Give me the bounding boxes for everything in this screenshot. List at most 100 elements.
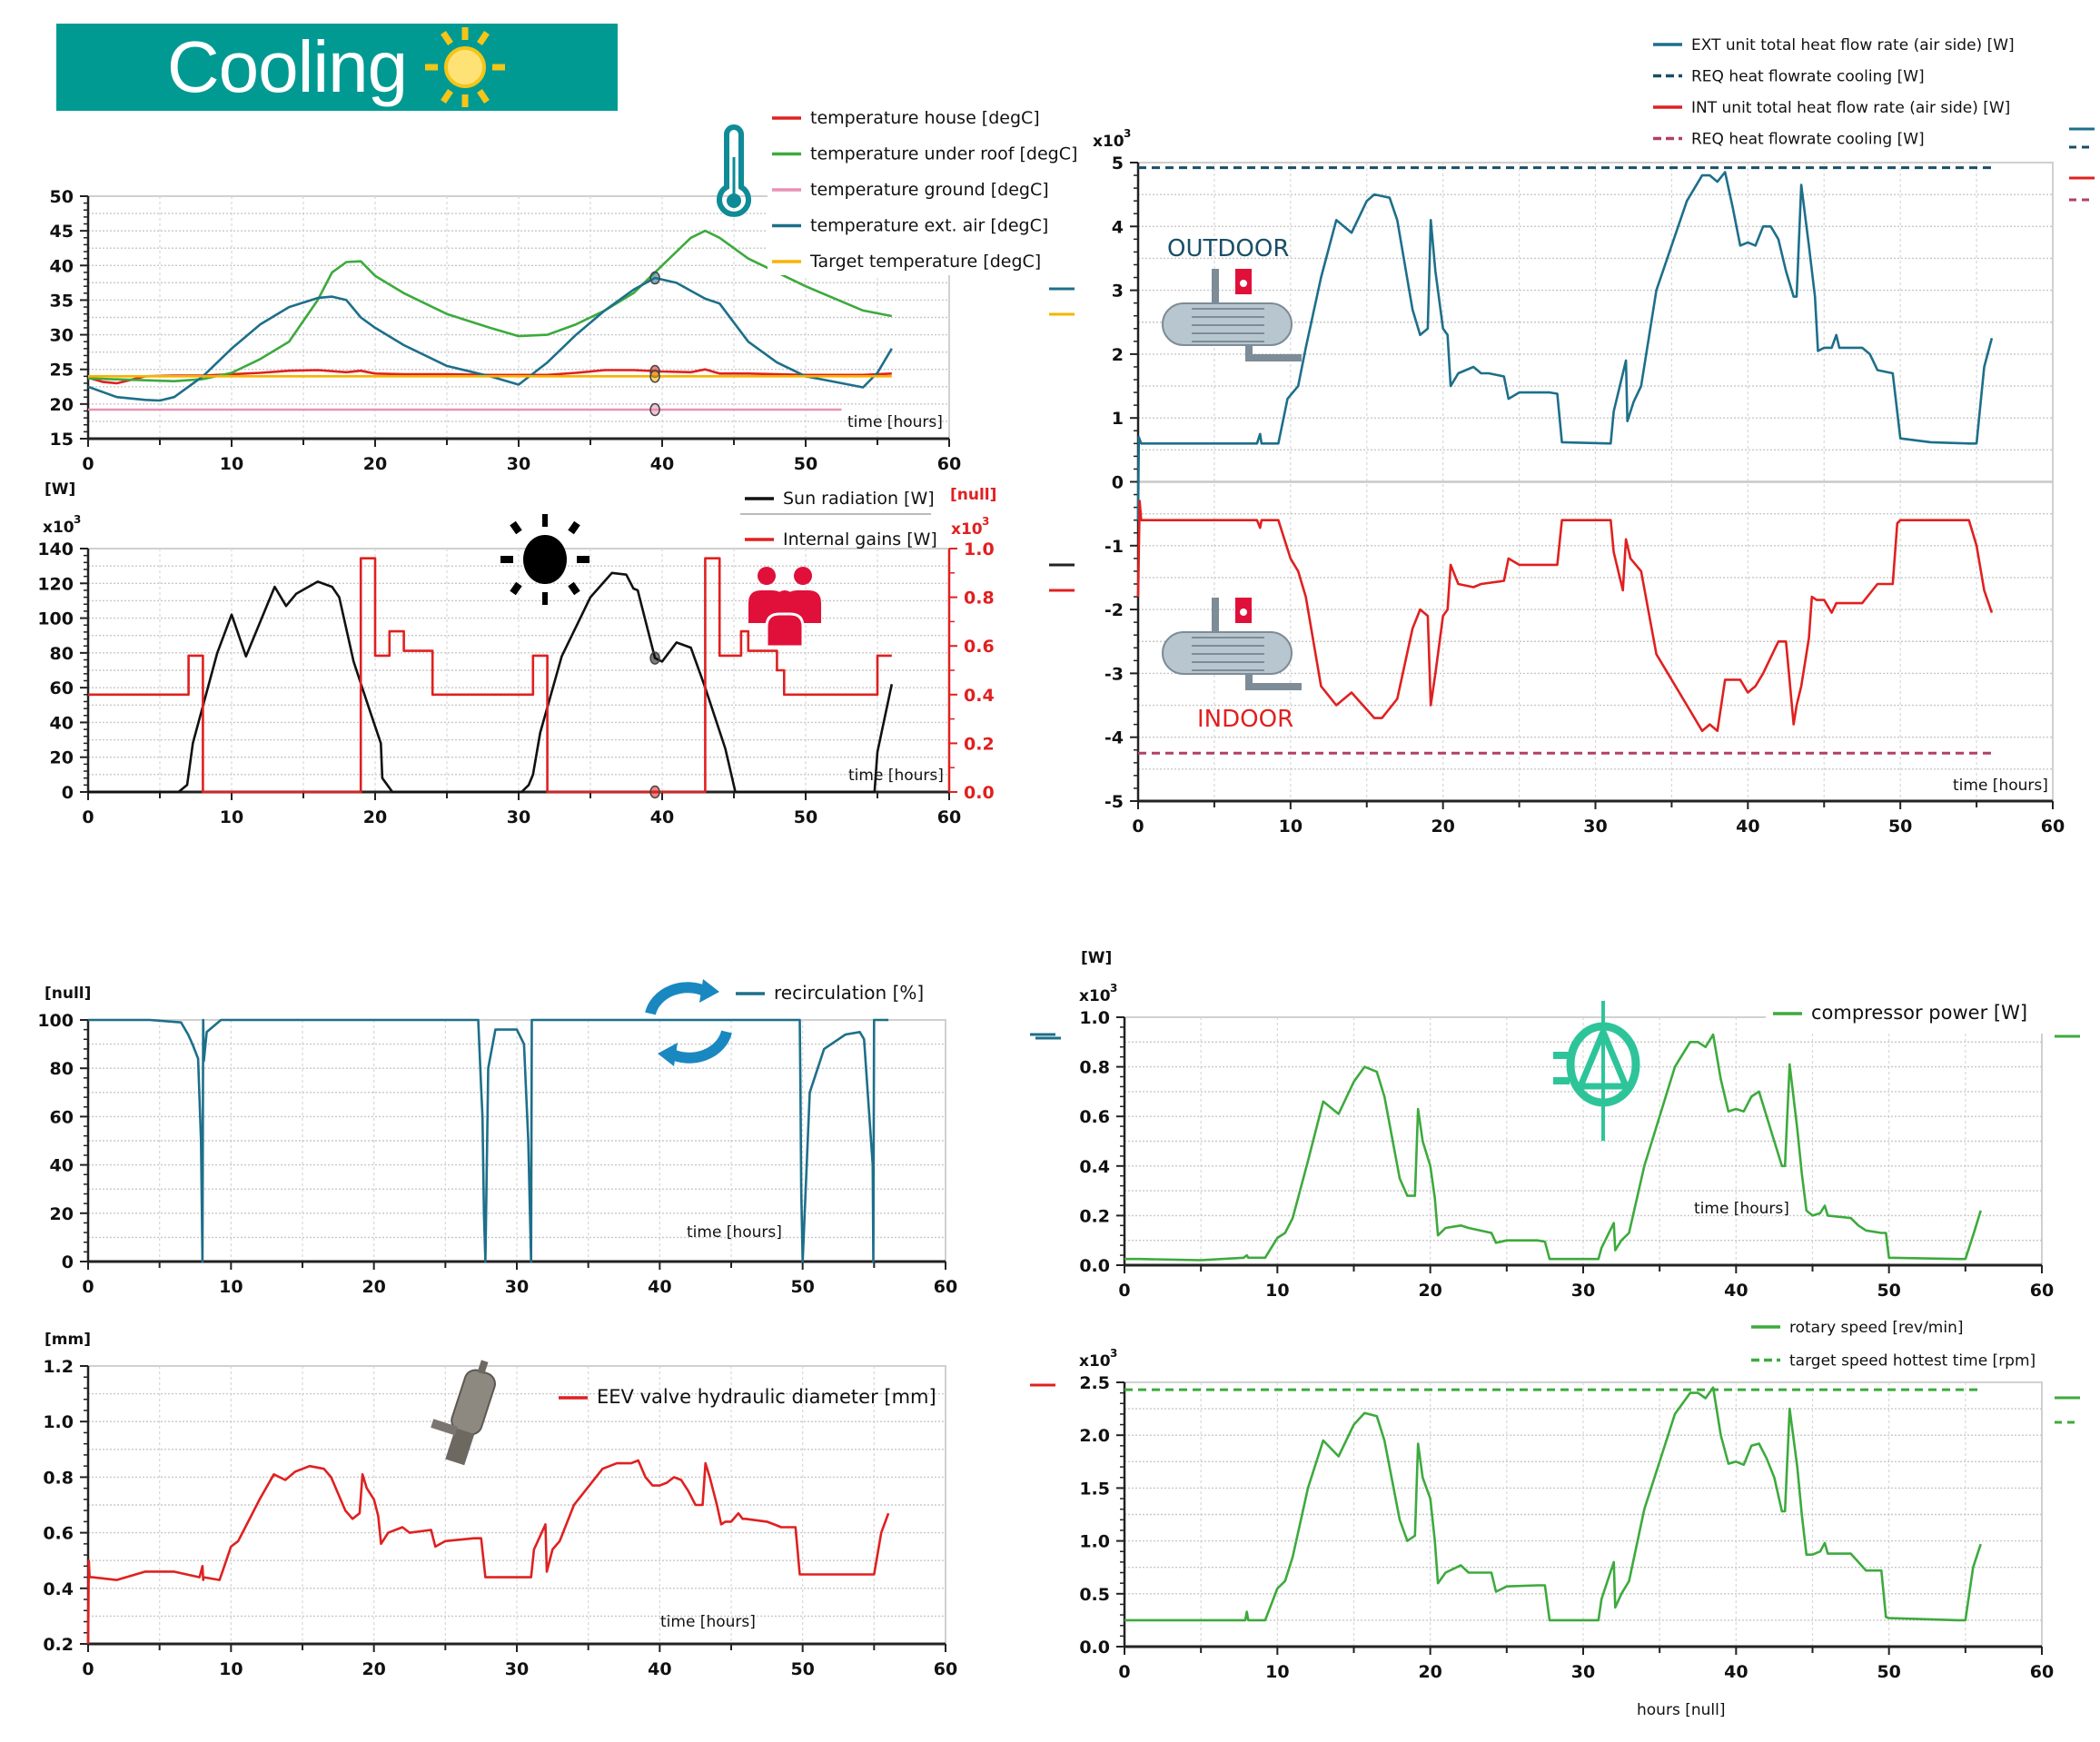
chart-temperatures: 0 10 20 30 40 50 60 15 20 25 30 35 40 45 50 temperature…: [50, 98, 1077, 474]
y-tick-label: 4: [1112, 217, 1124, 237]
y-tick-label: 3: [1112, 282, 1124, 302]
legend-item[interactable]: INT unit total heat flow rate (air side)…: [1653, 99, 2010, 117]
x-tick-label: 10: [1265, 1662, 1289, 1682]
x-tick-label: 10: [220, 807, 243, 827]
y-multiplier-exp: 3: [1110, 1347, 1117, 1360]
legend-item[interactable]: Sun radiation [W]: [745, 489, 935, 509]
y-tick-label: 100: [37, 609, 74, 629]
legend-label: Target temperature [degC]: [809, 252, 1041, 272]
y-tick-label: 0.4: [1079, 1157, 1110, 1177]
x-tick-label: 40: [1724, 1281, 1748, 1301]
x-tick-label: 30: [1571, 1662, 1595, 1682]
x-tick-label: 20: [363, 454, 387, 474]
legend-item[interactable]: temperature ground [degC]: [772, 180, 1049, 200]
y-multiplier: x10: [1079, 1352, 1111, 1371]
y-tick-label: 40: [50, 256, 74, 276]
x-tick-label: 20: [1418, 1662, 1441, 1682]
x-tick-label: 30: [1583, 817, 1607, 836]
y-tick-label: 50: [50, 187, 74, 207]
indoor-label: INDOOR: [1197, 706, 1293, 733]
series-line-0: [86, 1459, 890, 1645]
thermometer-icon: [717, 124, 751, 217]
x-axis-label: time [hours]: [848, 767, 944, 785]
legend-item[interactable]: REQ heat flowrate cooling [W]: [1653, 68, 1925, 86]
x-axis-label: time [hours]: [1953, 777, 2048, 795]
cooling-banner: Cooling: [56, 24, 618, 111]
legend-item[interactable]: target speed hottest time [rpm]: [1751, 1352, 2036, 1371]
legend-label: EEV valve hydraulic diameter [mm]: [597, 1386, 936, 1408]
outdoor-label: OUTDOOR: [1167, 235, 1289, 262]
legend-item[interactable]: temperature under roof [degC]: [772, 144, 1077, 164]
x-tick-label: 40: [648, 1659, 671, 1679]
x-tick-label: 0: [1118, 1281, 1130, 1301]
x-tick-label: 60: [934, 1659, 957, 1679]
x-tick-label: 0: [1118, 1662, 1130, 1682]
legend-label: EXT unit total heat flow rate (air side)…: [1691, 36, 2015, 54]
data-marker[interactable]: [649, 651, 660, 665]
y-tick-label: 0.0: [1079, 1638, 1110, 1658]
legend-item[interactable]: Internal gains [W]: [745, 530, 937, 549]
y-tick-label: 120: [37, 574, 74, 594]
y-tick-label: 1.0: [1079, 1532, 1110, 1552]
y-tick-label: 60: [50, 1107, 74, 1127]
legend-bg: [768, 98, 1076, 275]
legend-bg: [1766, 997, 2044, 1034]
x-tick-label: 60: [2030, 1662, 2054, 1682]
x-tick-label: 50: [1877, 1662, 1900, 1682]
heat-exchanger-indoor-icon: [1162, 598, 1302, 690]
legend-item[interactable]: REQ heat flowrate cooling [W]: [1653, 131, 1925, 149]
y-tick-label: 45: [50, 222, 74, 242]
data-marker[interactable]: [649, 402, 660, 417]
x-axis-label: time [hours]: [847, 413, 943, 431]
banner-title: Cooling: [166, 26, 408, 107]
y-multiplier: x10: [1093, 133, 1124, 151]
y-tick-label: 20: [50, 1204, 74, 1224]
y-tick-label: 0.2: [43, 1635, 74, 1655]
legend-item[interactable]: temperature ext. air [degC]: [772, 216, 1048, 236]
y2-tick-label: 0.2: [964, 734, 995, 754]
x-tick-label: 10: [220, 454, 243, 474]
legend-item[interactable]: temperature house [degC]: [772, 108, 1040, 128]
y-tick-label: 0.8: [1079, 1058, 1110, 1078]
x-tick-label: 60: [934, 1277, 957, 1297]
x-tick-label: 60: [2041, 817, 2065, 836]
legend-item[interactable]: rotary speed [rev/min]: [1751, 1319, 1964, 1337]
chart-rotary-speed: 0 10 20 30 40 50 60 0.0 0.5 1.0 1.5 2.0 2.5 x10 3 rotar…: [1030, 1319, 2080, 1719]
legend-item[interactable]: EXT unit total heat flow rate (air side)…: [1653, 36, 2015, 54]
y-tick-label: 80: [50, 1059, 74, 1079]
legend-item[interactable]: compressor power [W]: [1773, 1002, 2027, 1024]
data-marker[interactable]: [649, 370, 660, 383]
data-marker[interactable]: [649, 271, 660, 285]
chart-compressor-power: 0 10 20 30 40 50 60 0.0 0.2 0.4 0.6 0.8 1.0 [W] x10 3 co…: [1030, 949, 2080, 1301]
x-tick-label: 50: [1888, 817, 1912, 836]
y-tick-label: 0.4: [43, 1579, 74, 1599]
y-tick-label: 15: [50, 430, 74, 450]
x-tick-label: 20: [362, 1659, 385, 1679]
y-multiplier-exp: 3: [1124, 127, 1131, 140]
y-tick-label: 40: [50, 1156, 74, 1176]
legend-item[interactable]: recirculation [%]: [736, 982, 924, 1004]
y2-multiplier: x10: [951, 520, 983, 539]
x-tick-label: 50: [790, 1277, 814, 1297]
series-line-1: [88, 557, 892, 794]
y-multiplier: x10: [43, 519, 74, 537]
y-tick-label: 1.2: [43, 1357, 74, 1377]
y-tick-label: 80: [50, 644, 74, 664]
heat-exchanger-outdoor-icon: [1162, 269, 1302, 361]
y-tick-label: 0: [62, 1252, 74, 1272]
series-line-0: [1124, 1033, 1982, 1262]
x-tick-label: 10: [1265, 1281, 1289, 1301]
x-tick-label: 0: [1132, 817, 1144, 836]
legend-item[interactable]: Target temperature [degC]: [772, 252, 1041, 272]
y2-tick-label: 1.0: [964, 539, 995, 559]
x-tick-label: 0: [82, 454, 94, 474]
legend-label: recirculation [%]: [774, 982, 924, 1004]
legend-item[interactable]: EEV valve hydraulic diameter [mm]: [559, 1386, 936, 1408]
data-marker[interactable]: [649, 785, 660, 799]
y-tick-label: 35: [50, 291, 74, 311]
x-tick-label: 30: [507, 454, 530, 474]
x-tick-label: 30: [1571, 1281, 1595, 1301]
y-tick-label: 0: [1112, 473, 1124, 493]
y-axis-unit: [W]: [1081, 949, 1112, 967]
